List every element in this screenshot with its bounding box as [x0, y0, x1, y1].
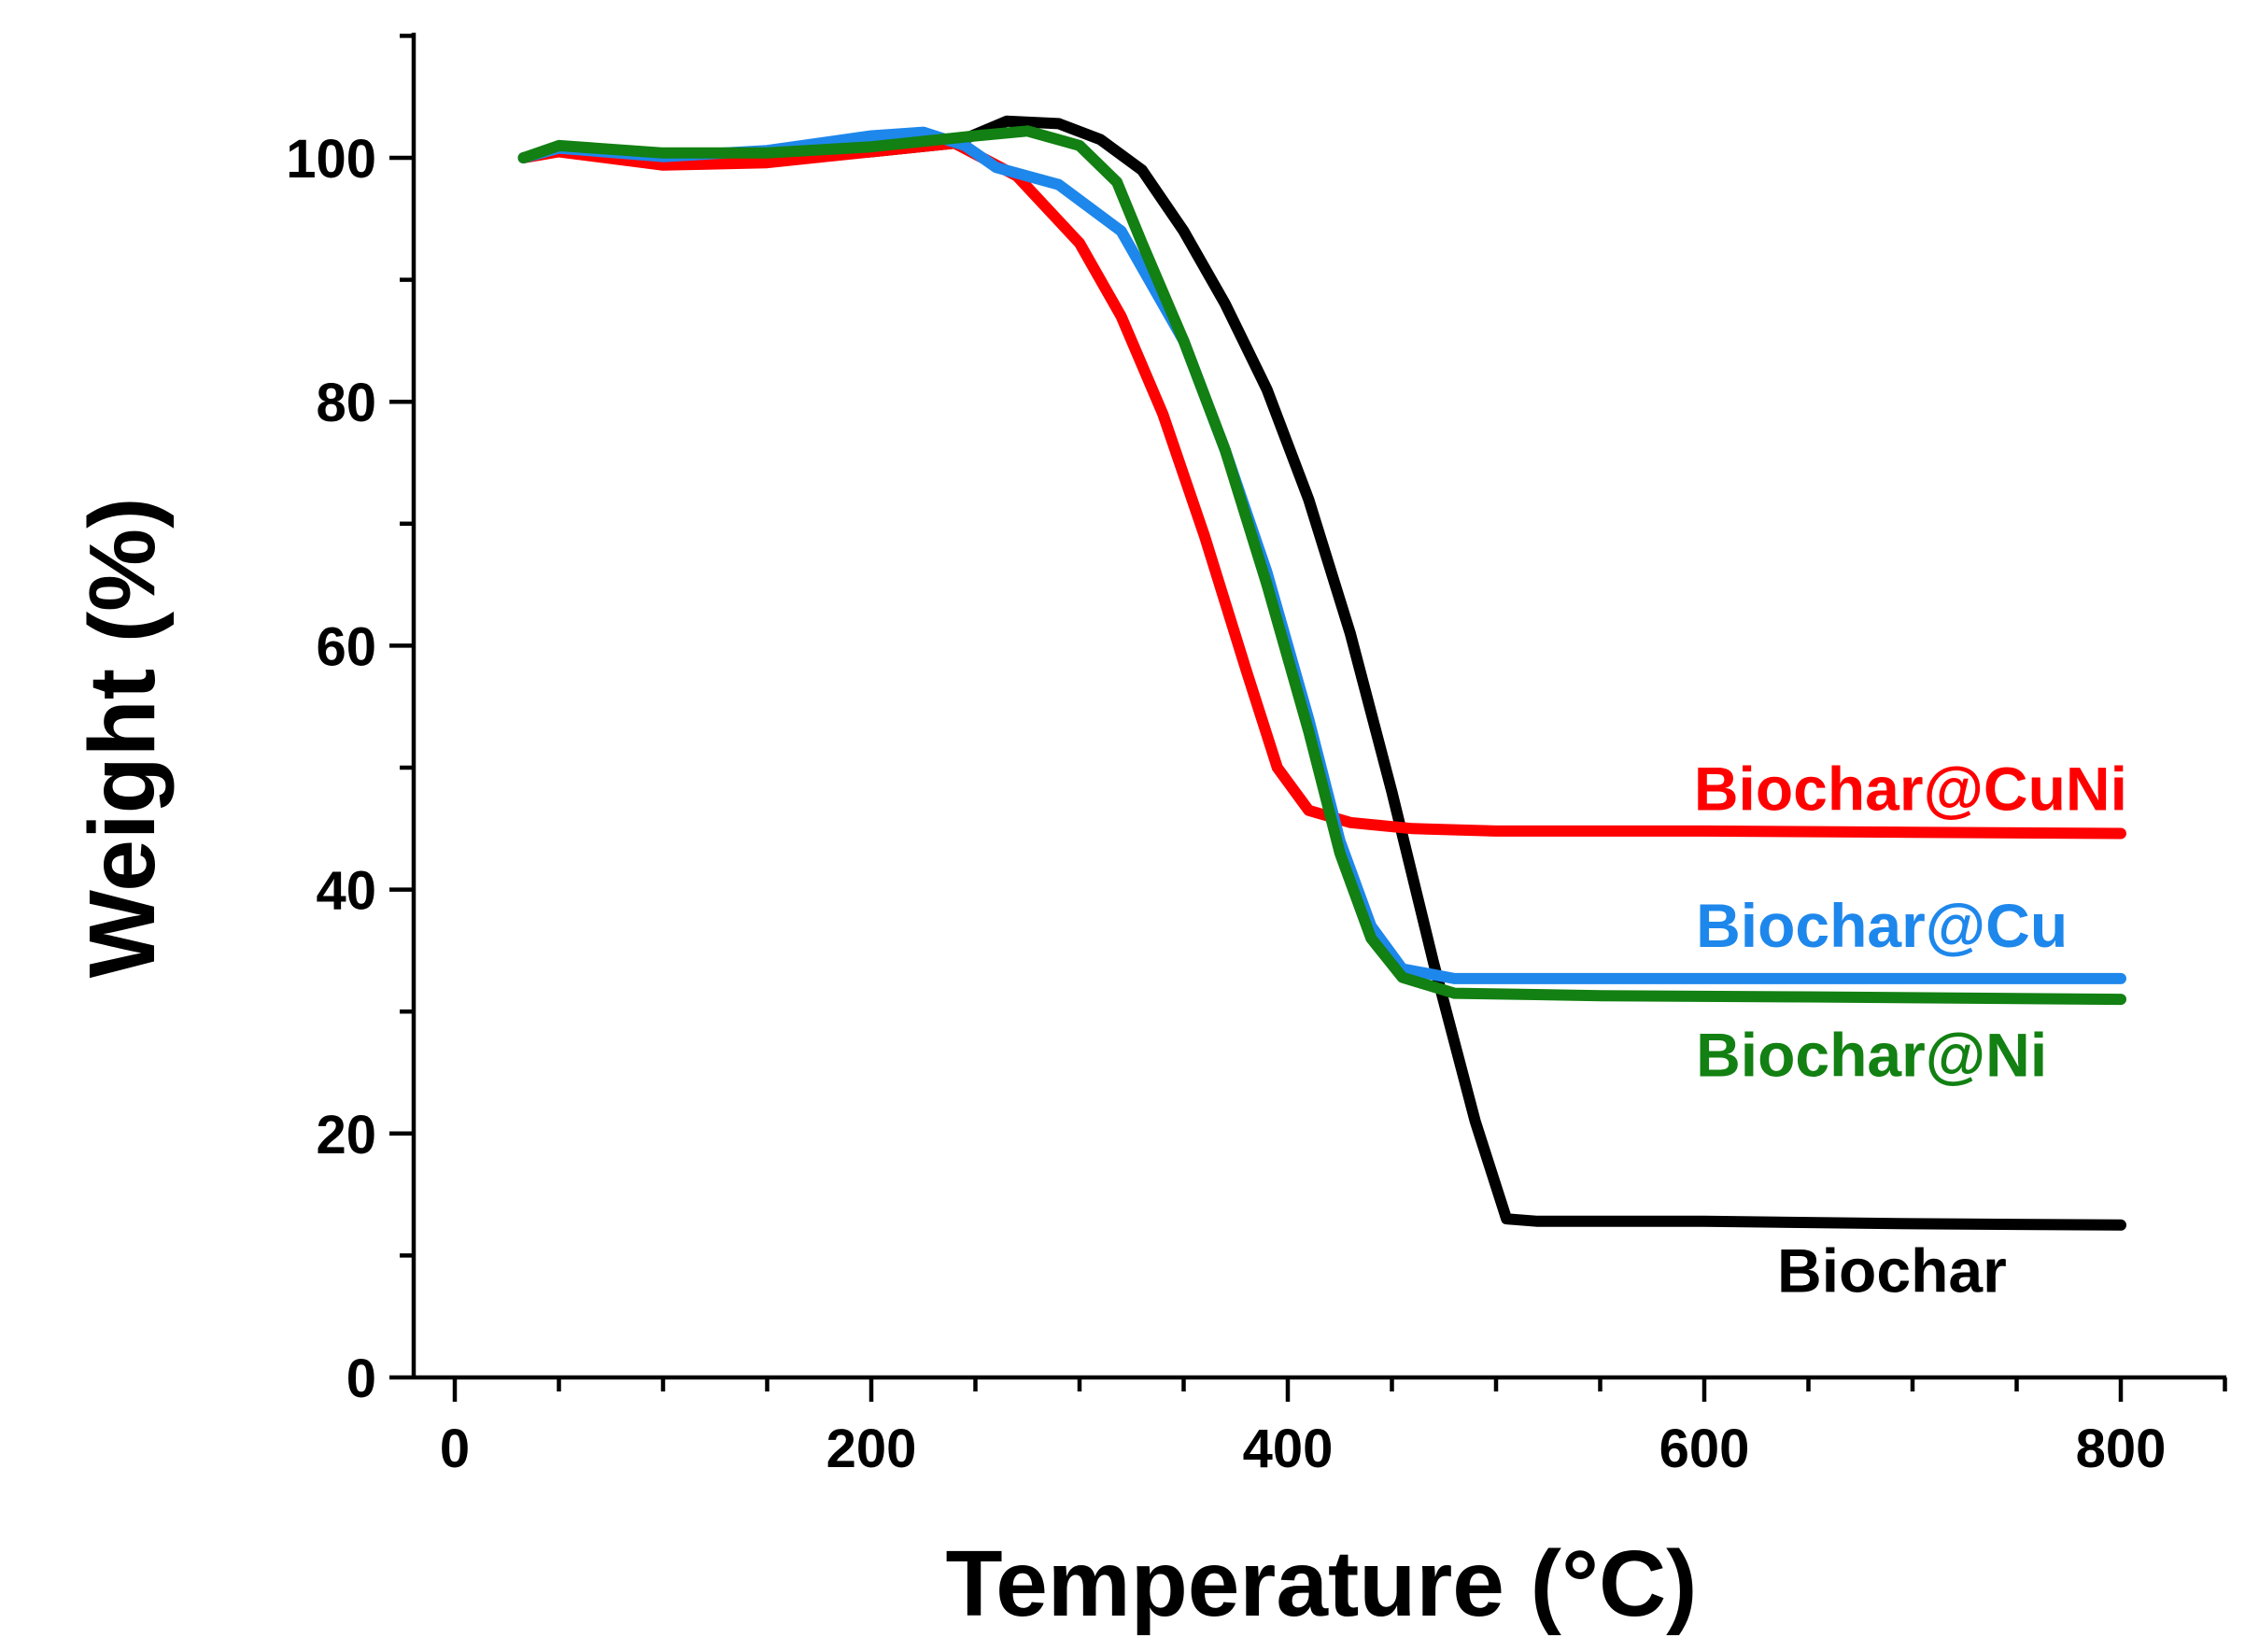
y-tick-label: 80 [316, 373, 376, 433]
series-label-biochar-ni: Biochar@Ni [1696, 1020, 2047, 1089]
axis-ticks [389, 34, 2227, 1402]
series-line-biochar-cuni [517, 137, 2126, 840]
series-lines [517, 115, 2126, 1231]
y-tick-label: 20 [316, 1105, 376, 1165]
series-line-biochar-ni [517, 125, 2126, 1006]
y-tick-label: 100 [286, 129, 376, 190]
x-axis-title: Temperature (°C) [946, 1532, 1698, 1636]
y-tick-label: 0 [346, 1348, 376, 1409]
series-labels: Biochar Biochar@CuNi Biochar@Cu Biochar@Ni [1694, 755, 2127, 1306]
x-tick-label: 800 [2076, 1419, 2167, 1479]
x-tick-label: 600 [1659, 1419, 1750, 1479]
series-label-biochar-cuni: Biochar@CuNi [1694, 755, 2127, 824]
y-axis-title: Weight (%) [70, 498, 175, 979]
series-label-biochar: Biochar [1777, 1236, 2007, 1306]
x-tick-label: 200 [826, 1419, 917, 1479]
y-tick-label: 40 [316, 861, 376, 922]
series-label-biochar-cu: Biochar@Cu [1696, 891, 2068, 960]
x-tick-label: 400 [1243, 1419, 1334, 1479]
y-tick-label: 60 [316, 616, 376, 677]
x-tick-label: 0 [440, 1419, 470, 1479]
axis-tick-labels: 0 200 400 600 800 0 20 40 60 80 100 [286, 129, 2166, 1479]
